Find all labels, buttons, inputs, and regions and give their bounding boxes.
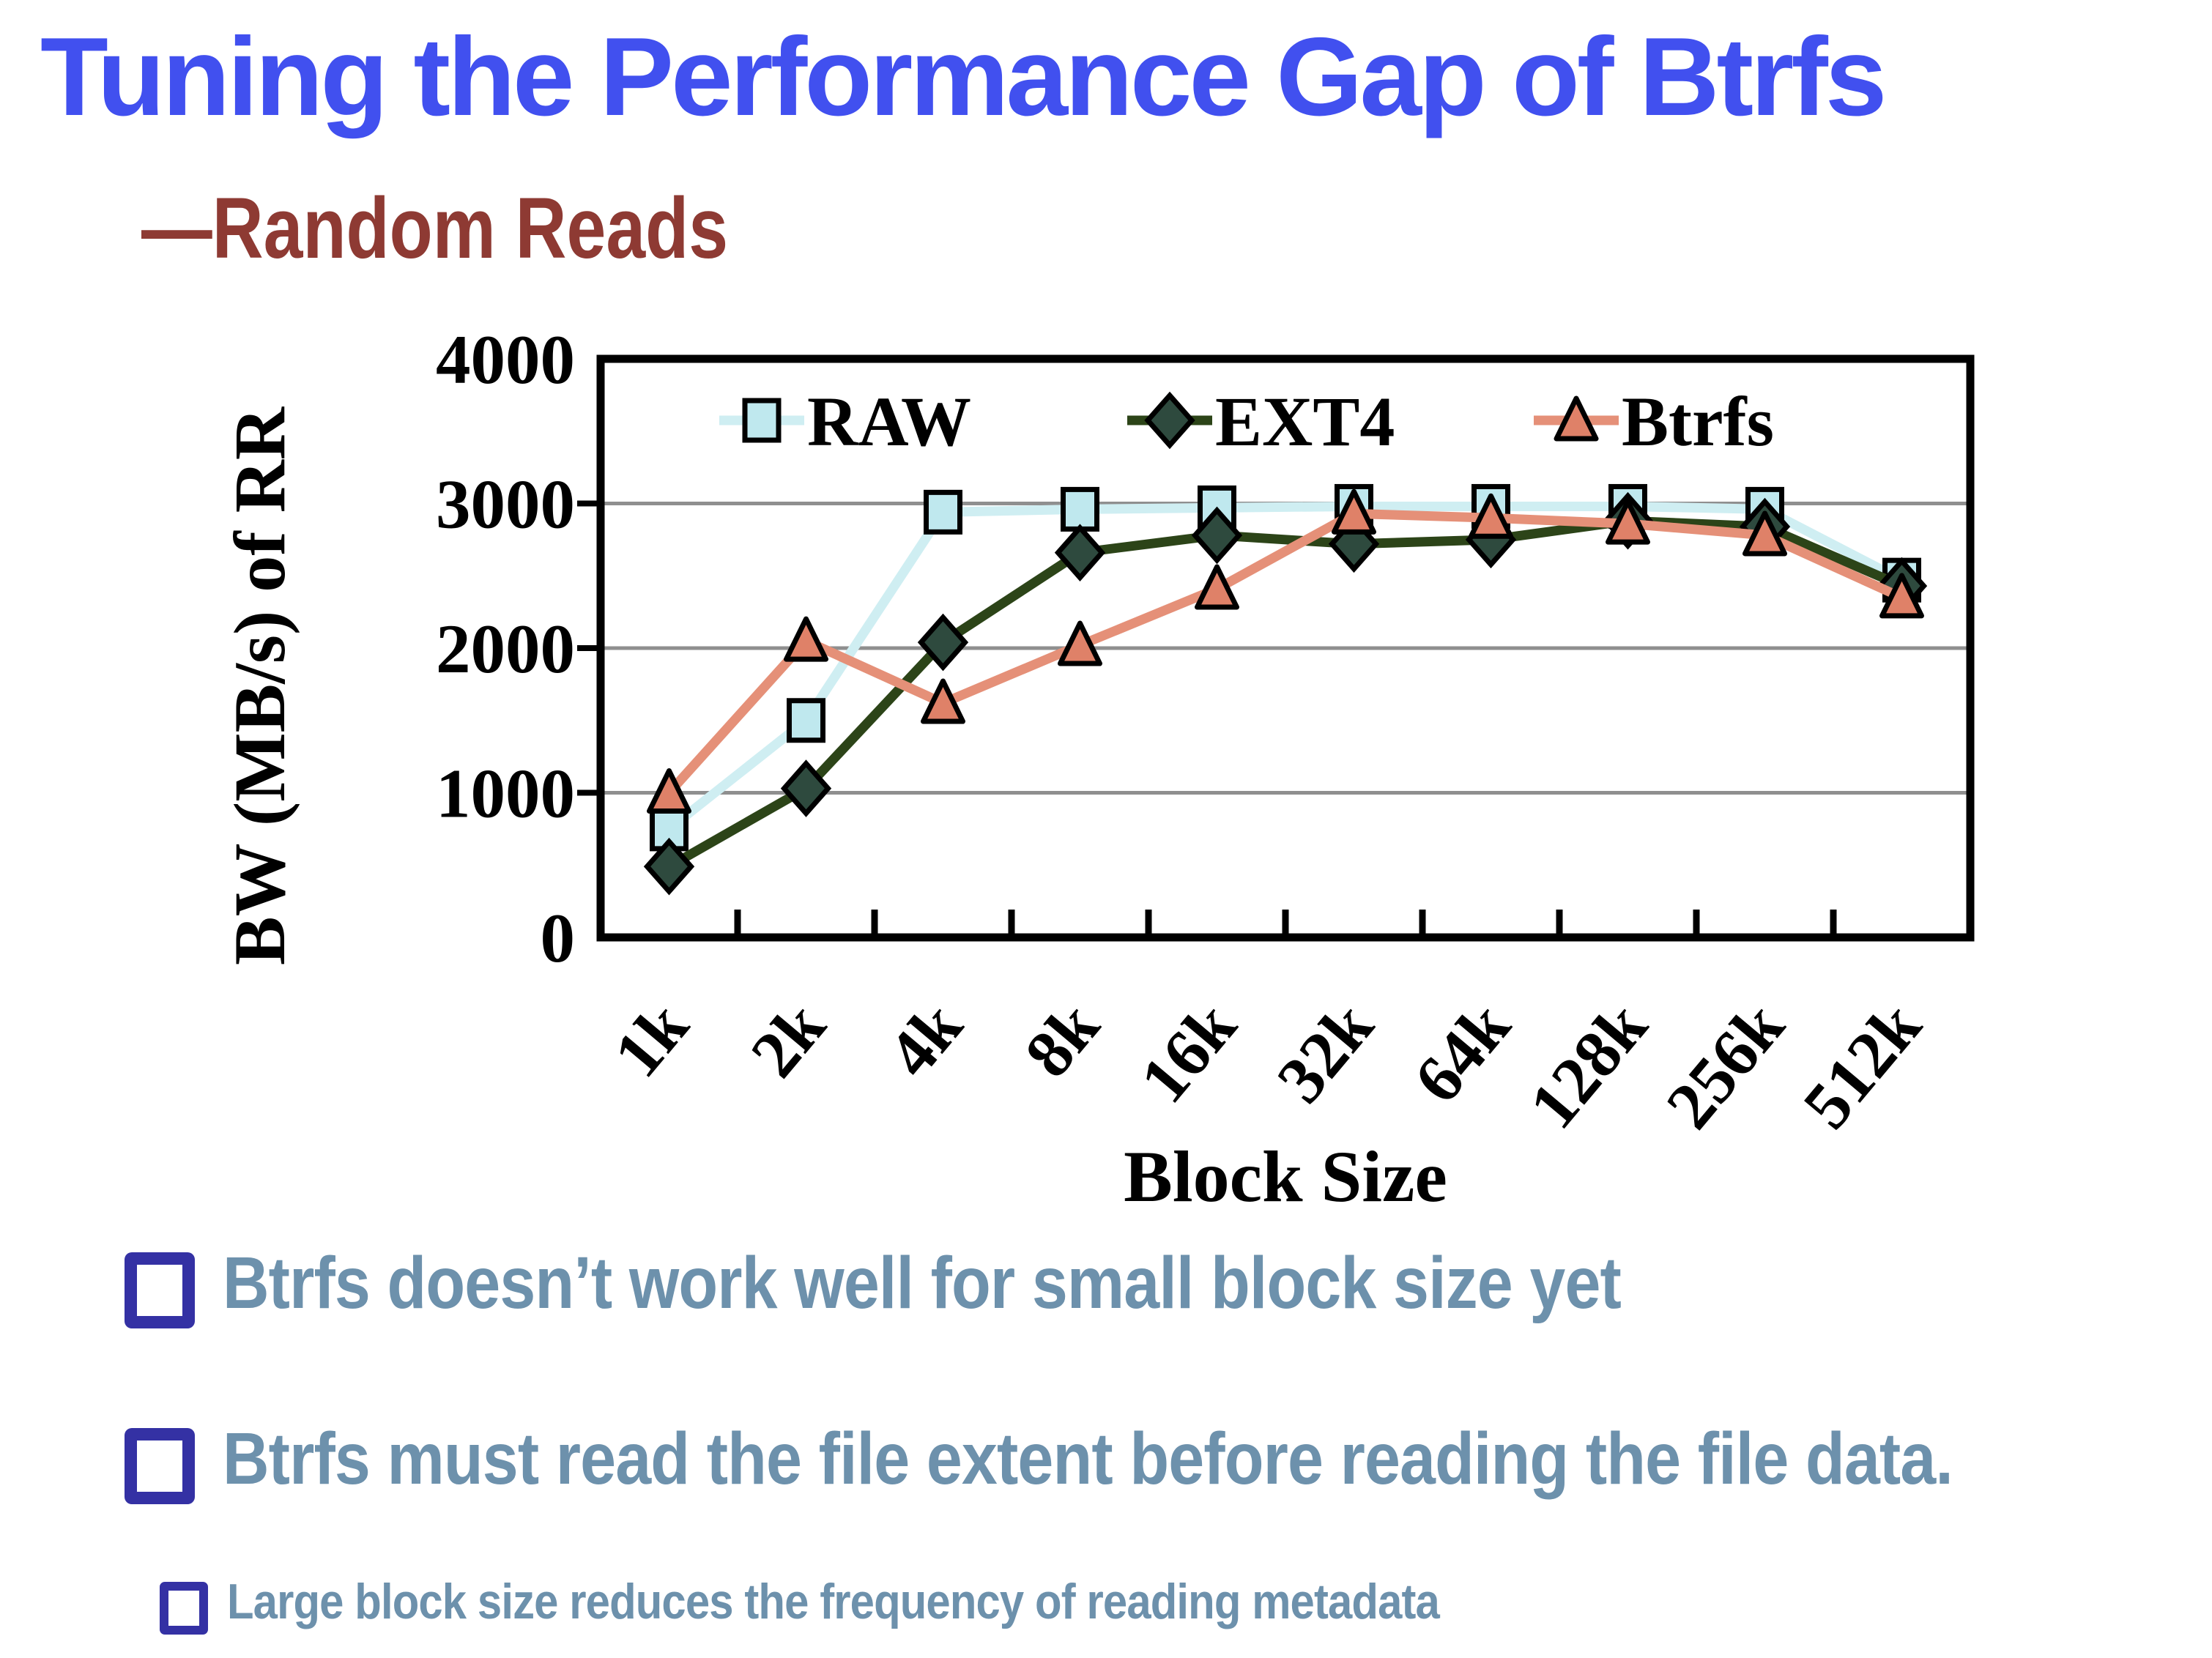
EXT4-line	[664, 516, 1907, 871]
diamond-marker	[1144, 391, 1195, 450]
square-marker	[924, 489, 962, 535]
chart-label: 3000	[436, 466, 575, 543]
chart-label: 1000	[436, 755, 575, 833]
series-Btrfs	[647, 488, 1924, 814]
square-marker	[1061, 486, 1099, 532]
triangle-marker	[1058, 620, 1102, 666]
x-tick-label: 16k	[1126, 988, 1251, 1117]
legend-item-EXT4: EXT4	[1127, 382, 1395, 461]
x-tick-label: 1k	[599, 988, 702, 1091]
bullet-square-icon	[125, 1428, 195, 1504]
x-tick-label: 256k	[1652, 988, 1798, 1142]
triangle-marker	[1554, 395, 1599, 442]
legend-label: Btrfs	[1622, 382, 1774, 461]
diamond-marker	[917, 613, 969, 672]
bullet-item-3: Large block size reduces the frequency o…	[160, 1574, 1605, 1635]
triangle-marker	[1606, 499, 1650, 545]
legend-item-RAW: RAW	[719, 382, 971, 461]
triangle-marker	[1742, 510, 1787, 557]
axis-ticks	[577, 500, 1837, 934]
x-axis-title: Block Size	[1124, 1136, 1447, 1217]
bullet-square-icon	[160, 1582, 208, 1635]
diamond-marker	[780, 759, 832, 817]
RAW-line	[664, 501, 1907, 834]
diamond-marker	[643, 837, 695, 896]
triangle-marker	[784, 616, 828, 662]
triangle-marker	[1469, 493, 1513, 539]
triangle-marker	[1332, 488, 1376, 535]
square-marker	[787, 698, 825, 743]
diamond-marker	[1054, 524, 1106, 581]
x-tick-label: 512k	[1789, 988, 1935, 1142]
Btrfs-line	[664, 508, 1907, 798]
x-tick-label: 2k	[736, 988, 839, 1091]
triangle-marker	[1195, 564, 1239, 610]
diamond-marker	[1191, 506, 1243, 565]
legend-item-Btrfs: Btrfs	[1534, 382, 1774, 461]
slide-subtitle: —Random Reads	[141, 180, 857, 277]
legend-label: EXT4	[1215, 382, 1395, 461]
bullet-text: Large block size reduces the frequency o…	[227, 1574, 1440, 1629]
x-tick-label: 32k	[1263, 988, 1388, 1117]
chart-label: 2000	[436, 610, 575, 688]
x-tick-label: 8k	[1010, 988, 1113, 1091]
triangle-marker	[647, 768, 691, 814]
y-axis-title: BW (MB/s) of RR	[219, 406, 300, 965]
slide-subtitle-text: —Random Reads	[141, 180, 729, 277]
bullet-square-icon	[125, 1252, 195, 1328]
x-tick-label: 128k	[1515, 988, 1661, 1142]
bullet-item-2: Btrfs must read the file extent before r…	[125, 1421, 2189, 1504]
bullet-item-1: Btrfs doesn’t work well for small block …	[125, 1245, 1811, 1328]
square-marker	[742, 398, 782, 443]
x-tick-label: 4k	[873, 988, 976, 1091]
triangle-marker	[1879, 573, 1924, 619]
chart-label: 4000	[436, 321, 575, 398]
bullet-text: Btrfs doesn’t work well for small block …	[223, 1242, 1622, 1324]
slide-title: Tuning the Performance Gap of Btrfs	[40, 15, 1887, 139]
triangle-marker	[921, 678, 965, 724]
bullet-text: Btrfs must read the file extent before r…	[223, 1418, 1953, 1500]
x-tick-label: 64k	[1400, 988, 1525, 1117]
legend-label: RAW	[807, 382, 971, 461]
chart-label: 0	[541, 899, 576, 977]
